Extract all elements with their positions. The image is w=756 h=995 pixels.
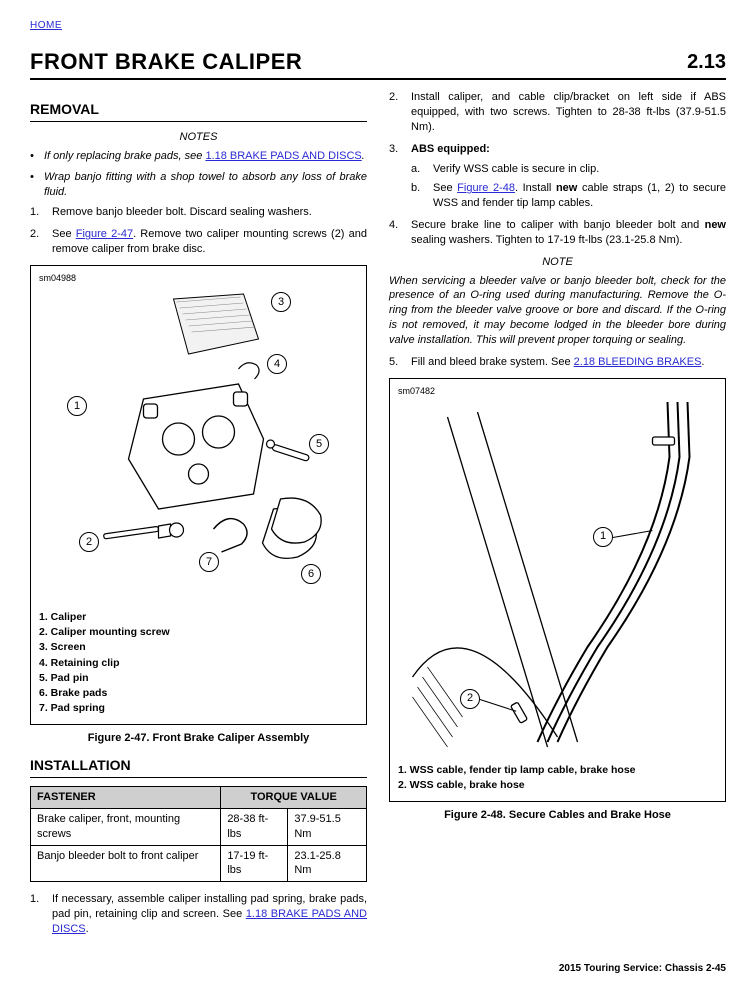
page-footer: 2015 Touring Service: Chassis 2-45 bbox=[30, 962, 726, 976]
table-row: Brake caliper, front, mounting screws 28… bbox=[31, 808, 367, 845]
abs-substeps: Verify WSS cable is secure in clip. See … bbox=[411, 162, 726, 212]
removal-note-1: If only replacing brake pads, see 1.18 B… bbox=[44, 149, 367, 164]
install-step-3: ABS equipped: Verify WSS cable is secure… bbox=[411, 142, 726, 211]
removal-notes-list: If only replacing brake pads, see 1.18 B… bbox=[30, 149, 367, 200]
removal-step-2: See Figure 2-47. Remove two caliper moun… bbox=[52, 227, 367, 257]
link-bleeding-brakes[interactable]: 2.18 BLEEDING BRAKES bbox=[574, 356, 702, 368]
install-step-4: Secure brake line to caliper with banjo … bbox=[411, 218, 726, 248]
callout-6: 6 bbox=[301, 564, 321, 584]
torque-table: FASTENER TORQUE VALUE Brake caliper, fro… bbox=[30, 786, 367, 882]
callout-7: 7 bbox=[199, 552, 219, 572]
callout-5: 5 bbox=[309, 434, 329, 454]
figure-2-47-legend: 1. Caliper 2. Caliper mounting screw 3. … bbox=[39, 610, 358, 715]
link-brake-pads-discs[interactable]: 1.18 BRAKE PADS AND DISCS bbox=[205, 150, 361, 162]
callout-3: 3 bbox=[271, 292, 291, 312]
callout-2: 2 bbox=[79, 532, 99, 552]
installation-steps-right: Install caliper, and cable clip/bracket … bbox=[389, 90, 726, 248]
callout-4: 4 bbox=[267, 354, 287, 374]
removal-heading: REMOVAL bbox=[30, 100, 367, 122]
removal-steps: Remove banjo bleeder bolt. Discard seali… bbox=[30, 205, 367, 257]
install-step-3b: See Figure 2-48. Install new cable strap… bbox=[433, 181, 726, 211]
page-title: FRONT BRAKE CALIPER bbox=[30, 47, 302, 77]
section-number: 2.13 bbox=[687, 49, 726, 76]
install-step-2: Install caliper, and cable clip/bracket … bbox=[411, 90, 726, 135]
th-torque: TORQUE VALUE bbox=[221, 787, 367, 809]
home-link[interactable]: HOME bbox=[30, 19, 62, 33]
th-fastener: FASTENER bbox=[31, 787, 221, 809]
installation-steps-left: If necessary, assemble caliper installin… bbox=[30, 892, 367, 937]
table-row: Banjo bleeder bolt to front caliper 17-1… bbox=[31, 845, 367, 882]
install-step-5: Fill and bleed brake system. See 2.18 BL… bbox=[411, 355, 726, 370]
installation-steps-right-2: Fill and bleed brake system. See 2.18 BL… bbox=[389, 355, 726, 370]
callout-2b: 2 bbox=[460, 689, 480, 709]
removal-step-1: Remove banjo bleeder bolt. Discard seali… bbox=[52, 205, 367, 220]
figure-2-48-caption: Figure 2-48. Secure Cables and Brake Hos… bbox=[389, 808, 726, 823]
figure-2-48-id: sm07482 bbox=[398, 385, 717, 397]
figure-2-47-box: sm04988 bbox=[30, 265, 367, 725]
left-column: REMOVAL NOTES If only replacing brake pa… bbox=[30, 90, 367, 944]
note-body: When servicing a bleeder valve or banjo … bbox=[389, 274, 726, 348]
title-row: FRONT BRAKE CALIPER 2.13 bbox=[30, 47, 726, 81]
notes-label: NOTES bbox=[30, 130, 367, 145]
link-figure-2-48[interactable]: Figure 2-48 bbox=[457, 182, 515, 194]
note-label: NOTE bbox=[389, 255, 726, 270]
figure-2-47-caption: Figure 2-47. Front Brake Caliper Assembl… bbox=[30, 731, 367, 746]
removal-note-2: Wrap banjo fitting with a shop towel to … bbox=[44, 170, 367, 200]
callout-1: 1 bbox=[67, 396, 87, 416]
right-column: Install caliper, and cable clip/bracket … bbox=[389, 90, 726, 944]
figure-2-48-legend: 1. WSS cable, fender tip lamp cable, bra… bbox=[398, 763, 717, 792]
install-step-1: If necessary, assemble caliper installin… bbox=[52, 892, 367, 937]
installation-heading: INSTALLATION bbox=[30, 756, 367, 778]
figure-2-48-box: sm07482 bbox=[389, 378, 726, 802]
install-step-3a: Verify WSS cable is secure in clip. bbox=[433, 162, 726, 177]
figure-2-47-id: sm04988 bbox=[39, 272, 358, 284]
link-figure-2-47[interactable]: Figure 2-47 bbox=[76, 228, 133, 240]
figure-2-48-illustration bbox=[398, 397, 717, 757]
callout-1b: 1 bbox=[593, 527, 613, 547]
